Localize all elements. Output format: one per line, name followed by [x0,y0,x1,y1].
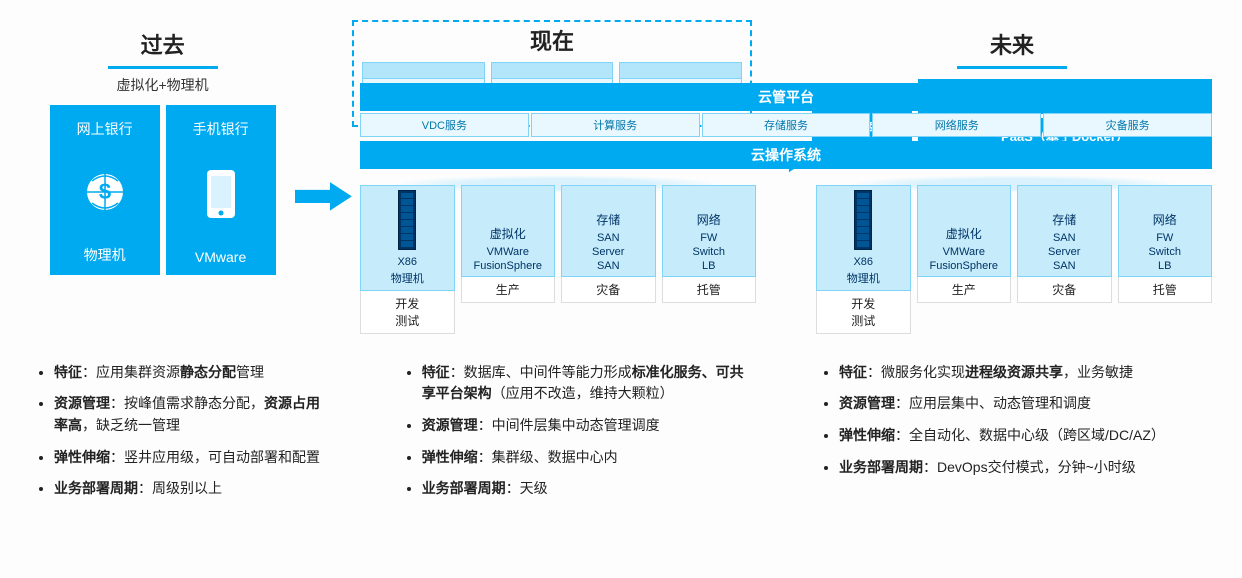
bullet-item: 弹性伸缩：竖井应用级，可自动部署和配置 [54,447,332,469]
infra-label: 托管 [1118,277,1213,303]
bullet-item: 资源管理：应用层集中、动态管理和调度 [839,393,1206,415]
past-bullets: 特征：应用集群资源静态分配管理资源管理：按峰值需求静态分配，资源占用率高，缺乏统… [30,362,338,510]
infra-line: SAN [597,232,620,244]
svc-cell: 计算服务 [531,113,700,137]
past-block-top: 手机银行 [193,119,249,139]
present-future-wrap: 现在 综合前置 信贷理财 移动支付 未来 传统业务虚拟化 [352,20,1212,334]
future-infra: X86 物理机开发 测试 虚拟化 VMWare FusionSphere 生产 存储 SAN S… [816,185,1212,334]
infra-label: 生产 [917,277,1012,303]
past-column: 过去 虚拟化+物理机 网上银行 $ 物理机 手机银行 VMware [30,20,295,275]
infra-head: 虚拟化 [490,225,526,242]
infra-col: 存储 SAN Server SAN 灾备 [1017,185,1112,334]
infra-col: 存储 SAN Server SAN 灾备 [561,185,656,334]
past-block-mobile: 手机银行 VMware [166,105,276,275]
infra-label: 生产 [461,277,556,303]
infra-head: 存储 [596,211,620,228]
svc-cell: VDC服务 [360,113,529,137]
present-bullets: 特征：数据库、中间件等能力形成标准化服务、可共享平台架构（应用不改造，维持大颗粒… [398,362,755,510]
globe-dollar-icon: $ [82,139,128,245]
arrow-1 [295,180,352,213]
infra-box: 网络 FW Switch LB [662,185,757,277]
infra-label: 托管 [662,277,757,303]
infra-box: 存储 SAN Server SAN [561,185,656,277]
infra-col: 虚拟化 VMWare FusionSphere 生产 [917,185,1012,334]
past-underline [108,66,218,69]
diagram-row: 过去 虚拟化+物理机 网上银行 $ 物理机 手机银行 VMware [30,20,1212,334]
infra-box: 虚拟化 VMWare FusionSphere [461,185,556,277]
bullet-item: 弹性伸缩：集群级、数据中心内 [422,447,749,469]
infra-box: 虚拟化 VMWare FusionSphere [917,185,1012,277]
cloud-mgmt-bar: 云管平台 [360,83,1212,111]
infra-box: 存储 SAN Server SAN [1017,185,1112,277]
bullet-item: 业务部署周期：周级别以上 [54,478,332,500]
infra-line: SAN [1053,232,1076,244]
infra-box: 网络 FW Switch LB [1118,185,1213,277]
infra-head: 虚拟化 [946,225,982,242]
infra-line: Switch [1149,246,1181,258]
bullet-item: 资源管理：中间件层集中动态管理调度 [422,415,749,437]
infra-label: 灾备 [561,277,656,303]
infra-label: 灾备 [1017,277,1112,303]
infra-col: 网络 FW Switch LB 托管 [1118,185,1213,334]
bullets-row: 特征：应用集群资源静态分配管理资源管理：按峰值需求静态分配，资源占用率高，缺乏统… [30,334,1212,510]
svc-cell: 存储服务 [702,113,871,137]
bullet-item: 资源管理：按峰值需求静态分配，资源占用率高，缺乏统一管理 [54,393,332,436]
past-title: 过去 [30,28,295,60]
infra-label: 开发 测试 [360,291,455,334]
server-icon [854,190,872,250]
bullet-item: 业务部署周期：天级 [422,478,749,500]
bullet-item: 特征：应用集群资源静态分配管理 [54,362,332,384]
infra-line: FW [700,232,717,244]
bullet-item: 业务部署周期：DevOps交付模式，分钟~小时级 [839,457,1206,479]
infra-line: FW [1156,232,1173,244]
svc-cell: 灾备服务 [1043,113,1212,137]
infra-line: X86 [853,256,873,268]
infra-col: 虚拟化 VMWare FusionSphere 生产 [461,185,556,334]
infra-head: 存储 [1052,211,1076,228]
infra-line: FusionSphere [930,260,999,272]
past-block-ebank: 网上银行 $ 物理机 [50,105,160,275]
past-block-bot: VMware [195,249,246,265]
infra-line: 物理机 [847,270,880,286]
past-subtitle: 虚拟化+物理机 [30,75,295,95]
past-block-top: 网上银行 [77,119,133,139]
infra-line: FusionSphere [474,260,543,272]
infra-row: X86 物理机开发 测试 虚拟化 VMWare FusionSphere 生产 存储 SAN S… [360,173,1212,334]
infra-line: SAN [597,260,620,272]
infra-line: LB [702,260,715,272]
infra-line: Server [1048,246,1080,258]
present-infra: X86 物理机开发 测试 虚拟化 VMWare FusionSphere 生产 存储 SAN S… [360,185,756,334]
cloud-os-bar: 云操作系统 [360,141,1212,169]
infra-line: VMWare [943,246,985,258]
infra-head: 网络 [1153,211,1177,228]
bullet-item: 特征：数据库、中间件等能力形成标准化服务、可共享平台架构（应用不改造，维持大颗粒… [422,362,749,405]
joined-platform: 云管平台 VDC服务 计算服务 存储服务 网络服务 灾备服务 云操作系统 X86… [352,0,1212,334]
infra-box: X86 物理机 [816,185,911,291]
bullet-item: 弹性伸缩：全自动化、数据中心级（跨区域/DC/AZ） [839,425,1206,447]
past-blocks: 网上银行 $ 物理机 手机银行 VMware [30,105,295,275]
services-row: VDC服务 计算服务 存储服务 网络服务 灾备服务 [360,113,1212,137]
bullet-item: 特征：微服务化实现进程级资源共享，业务敏捷 [839,362,1206,384]
future-bullets: 特征：微服务化实现进程级资源共享，业务敏捷资源管理：应用层集中、动态管理和调度弹… [815,362,1212,489]
infra-col: 网络 FW Switch LB 托管 [662,185,757,334]
infra-line: 物理机 [391,270,424,286]
infra-head: 网络 [697,211,721,228]
server-icon [398,190,416,250]
infra-line: SAN [1053,260,1076,272]
infra-col: X86 物理机开发 测试 [360,185,455,334]
infra-col: X86 物理机开发 测试 [816,185,911,334]
infra-line: X86 [397,256,417,268]
infra-line: LB [1158,260,1171,272]
infra-line: VMWare [487,246,529,258]
svc-cell: 网络服务 [872,113,1041,137]
infra-line: Switch [693,246,725,258]
past-block-bot: 物理机 [84,245,126,265]
infra-line: Server [592,246,624,258]
phone-icon [204,139,238,249]
infra-label: 开发 测试 [816,291,911,334]
infra-box: X86 物理机 [360,185,455,291]
